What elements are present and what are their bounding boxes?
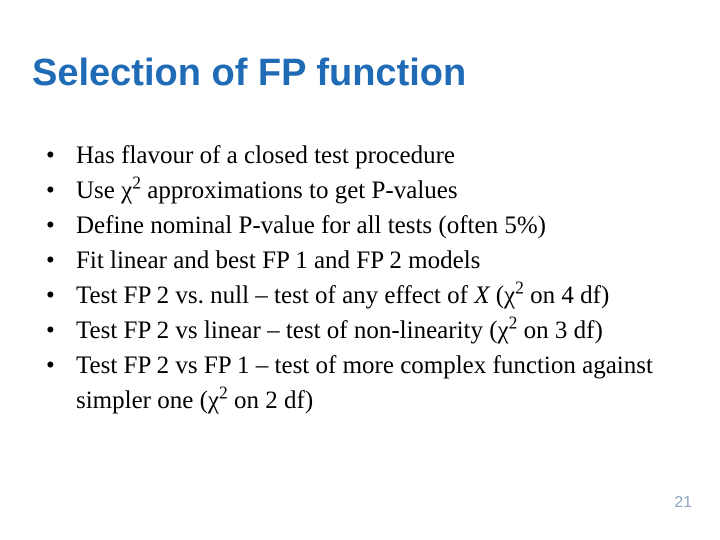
list-item: Test FP 2 vs. null – test of any effect … [40, 278, 680, 313]
list-item: Test FP 2 vs linear – test of non-linear… [40, 313, 680, 348]
page-number: 21 [674, 494, 692, 512]
list-item: Define nominal P-value for all tests (of… [40, 208, 680, 243]
slide-body: Has flavour of a closed test procedure U… [40, 138, 680, 418]
list-item: Has flavour of a closed test procedure [40, 138, 680, 173]
list-item: Use χ2 approximations to get P-values [40, 173, 680, 208]
list-item: Fit linear and best FP 1 and FP 2 models [40, 243, 680, 278]
slide: Selection of FP function Has flavour of … [0, 0, 720, 540]
list-item: Test FP 2 vs FP 1 – test of more complex… [40, 348, 680, 418]
slide-title: Selection of FP function [32, 52, 466, 95]
bullet-list: Has flavour of a closed test procedure U… [40, 138, 680, 418]
